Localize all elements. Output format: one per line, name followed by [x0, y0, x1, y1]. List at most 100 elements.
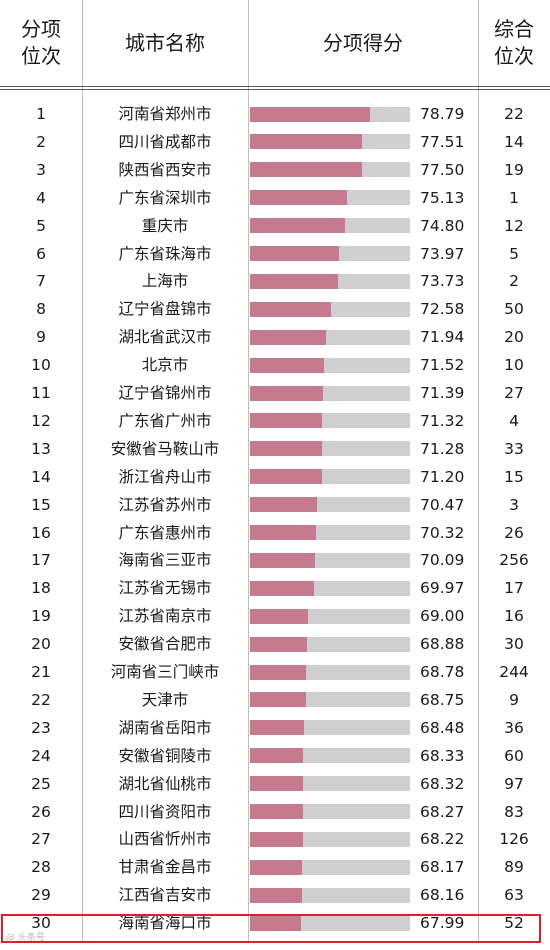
rank-cell: 1 [36, 105, 46, 123]
rank-cell: 7 [36, 272, 46, 291]
score-value-cell: 71.39 [420, 384, 465, 402]
overall-rank-cell: 256 [499, 551, 529, 570]
city-name-cell: 四川省资阳市 [118, 802, 212, 821]
score-value-cell: 75.13 [420, 188, 465, 207]
score-bar [250, 580, 314, 596]
rank-cell: 16 [31, 523, 51, 542]
overall-rank-cell: 50 [504, 300, 524, 319]
city-name-cell: 河南省郑州市 [118, 105, 212, 123]
city-name-cell: 湖南省岳阳市 [118, 718, 212, 737]
score-bar [250, 246, 340, 261]
city-name-cell: 江苏省无锡市 [118, 579, 212, 598]
header-score: 分项得分 [323, 30, 403, 55]
rank-cell: 12 [31, 411, 51, 430]
score-value-cell: 67.99 [420, 914, 465, 933]
overall-rank-cell: 36 [504, 718, 524, 737]
rank-cell: 4 [36, 188, 46, 207]
city-name-cell: 安徽省合肥市 [118, 635, 212, 654]
score-bar-track [250, 218, 410, 234]
table-row: 15 江苏省苏州市 70.47 3 [0, 492, 550, 520]
rank-cell: 29 [31, 886, 51, 905]
score-bar-track [250, 887, 410, 903]
table-row: 16 广东省惠州市 70.32 26 [0, 520, 550, 548]
score-bar-track [250, 720, 410, 736]
score-value-cell: 77.50 [420, 160, 465, 179]
score-bar [250, 329, 327, 345]
score-bar-track [250, 552, 410, 568]
city-name-cell: 广东省珠海市 [118, 244, 212, 263]
score-bar [250, 469, 322, 485]
score-value-cell: 70.32 [420, 523, 465, 542]
score-bar-track [250, 497, 410, 513]
score-bar [250, 273, 338, 289]
score-bar-track [250, 301, 410, 317]
score-bar [250, 804, 303, 819]
overall-rank-cell: 4 [509, 411, 519, 430]
score-value-cell: 68.16 [420, 886, 465, 905]
score-bar [250, 525, 317, 540]
overall-rank-cell: 20 [504, 328, 524, 347]
score-bar-track [250, 413, 410, 429]
table-row: 9 湖北省武汉市 71.94 20 [0, 324, 550, 352]
overall-rank-cell: 17 [504, 579, 524, 598]
score-bar-track [250, 692, 410, 708]
table-row: 11 辽宁省锦州市 71.39 27 [0, 380, 550, 408]
table-row: 21 河南省三门峡市 68.78 244 [0, 659, 550, 687]
table-row: 12 广东省广州市 71.32 4 [0, 408, 550, 436]
city-name-cell: 北京市 [141, 356, 189, 375]
score-bar-track [250, 273, 410, 289]
score-bar [250, 692, 306, 708]
overall-rank-cell: 1 [509, 188, 519, 207]
score-bar-track [250, 190, 410, 206]
score-value-cell: 68.88 [420, 635, 465, 654]
table-row: 3 陕西省西安市 77.50 19 [0, 157, 550, 185]
overall-rank-cell: 33 [504, 439, 524, 458]
score-value-cell: 68.32 [420, 774, 465, 793]
table-row: 20 安徽省合肥市 68.88 30 [0, 631, 550, 659]
overall-rank-cell: 97 [504, 774, 524, 793]
rank-cell: 22 [31, 690, 51, 709]
score-value-cell: 73.97 [420, 244, 465, 263]
table-row: 26 四川省资阳市 68.27 83 [0, 799, 550, 827]
table-row: 18 江苏省无锡市 69.97 17 [0, 575, 550, 603]
score-value-cell: 68.17 [420, 858, 465, 877]
rank-cell: 26 [31, 802, 51, 821]
score-bar-track [250, 469, 410, 485]
score-bar [250, 776, 304, 792]
rank-cell: 11 [31, 384, 51, 402]
score-value-cell: 68.78 [420, 663, 465, 681]
city-name-cell: 甘肃省金昌市 [118, 858, 212, 877]
score-bar [250, 190, 347, 206]
header-city: 城市名称 [125, 30, 205, 55]
score-bar-track [250, 748, 410, 764]
score-value-cell: 77.51 [420, 132, 465, 151]
column-divider [248, 0, 249, 942]
table-row: 5 重庆市 74.80 12 [0, 213, 550, 241]
city-name-cell: 广东省惠州市 [118, 523, 212, 542]
score-bar [250, 106, 371, 122]
score-value-cell: 74.80 [420, 216, 465, 235]
table-row: 28 甘肃省金昌市 68.17 89 [0, 854, 550, 882]
score-bar [250, 608, 308, 624]
overall-rank-cell: 60 [504, 746, 524, 765]
overall-rank-cell: 63 [504, 886, 524, 905]
score-bar [250, 134, 363, 150]
table-row: 10 北京市 71.52 10 [0, 352, 550, 380]
table-row: 7 上海市 73.73 2 [0, 268, 550, 296]
rank-cell: 2 [36, 132, 46, 151]
overall-rank-cell: 27 [504, 384, 524, 402]
score-value-cell: 68.75 [420, 690, 465, 709]
score-bar [250, 831, 303, 847]
rank-cell: 14 [31, 467, 51, 486]
score-bar [250, 441, 323, 457]
score-value-cell: 69.97 [420, 579, 465, 598]
table-row: 22 天津市 68.75 9 [0, 687, 550, 715]
city-name-cell: 广东省广州市 [118, 411, 212, 430]
city-name-cell: 海南省三亚市 [118, 551, 212, 570]
score-bar [250, 915, 302, 931]
score-value-cell: 78.79 [420, 105, 465, 123]
rank-cell: 24 [31, 746, 51, 765]
header-rank: 分项 位次 [21, 17, 61, 68]
score-value-cell: 71.52 [420, 356, 465, 375]
city-name-cell: 浙江省舟山市 [118, 467, 212, 486]
